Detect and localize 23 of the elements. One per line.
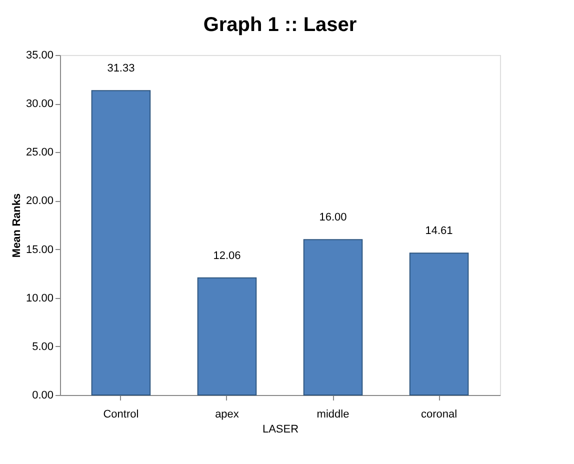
data-label: 12.06 <box>213 250 241 262</box>
data-label: 14.61 <box>425 225 453 238</box>
bar <box>91 90 151 396</box>
y-tick-label: 0.00 <box>32 390 54 402</box>
bar <box>303 239 363 396</box>
y-tick-label: 35.00 <box>26 50 54 62</box>
y-tick-label: 10.00 <box>26 292 54 304</box>
y-tick-label: 15.00 <box>26 244 54 256</box>
y-tick-label: 5.00 <box>32 340 54 353</box>
bar <box>409 252 469 396</box>
x-tick-label: middle <box>316 408 350 420</box>
bar <box>197 277 257 396</box>
y-tick-label: 20.00 <box>26 195 54 208</box>
data-label: 16.00 <box>319 212 347 224</box>
x-tick-label: apex <box>215 408 240 420</box>
y-axis-title: Mean Ranks <box>10 193 23 258</box>
x-tick-label: Control <box>103 408 139 420</box>
chart-title: Graph 1 :: Laser <box>203 14 357 36</box>
x-tick-label: coronal <box>420 408 458 420</box>
y-tick-label: 25.00 <box>26 146 54 159</box>
y-tick-label: 30.00 <box>26 98 54 110</box>
x-axis-title: LASER <box>262 424 299 436</box>
data-label: 31.33 <box>107 62 135 75</box>
